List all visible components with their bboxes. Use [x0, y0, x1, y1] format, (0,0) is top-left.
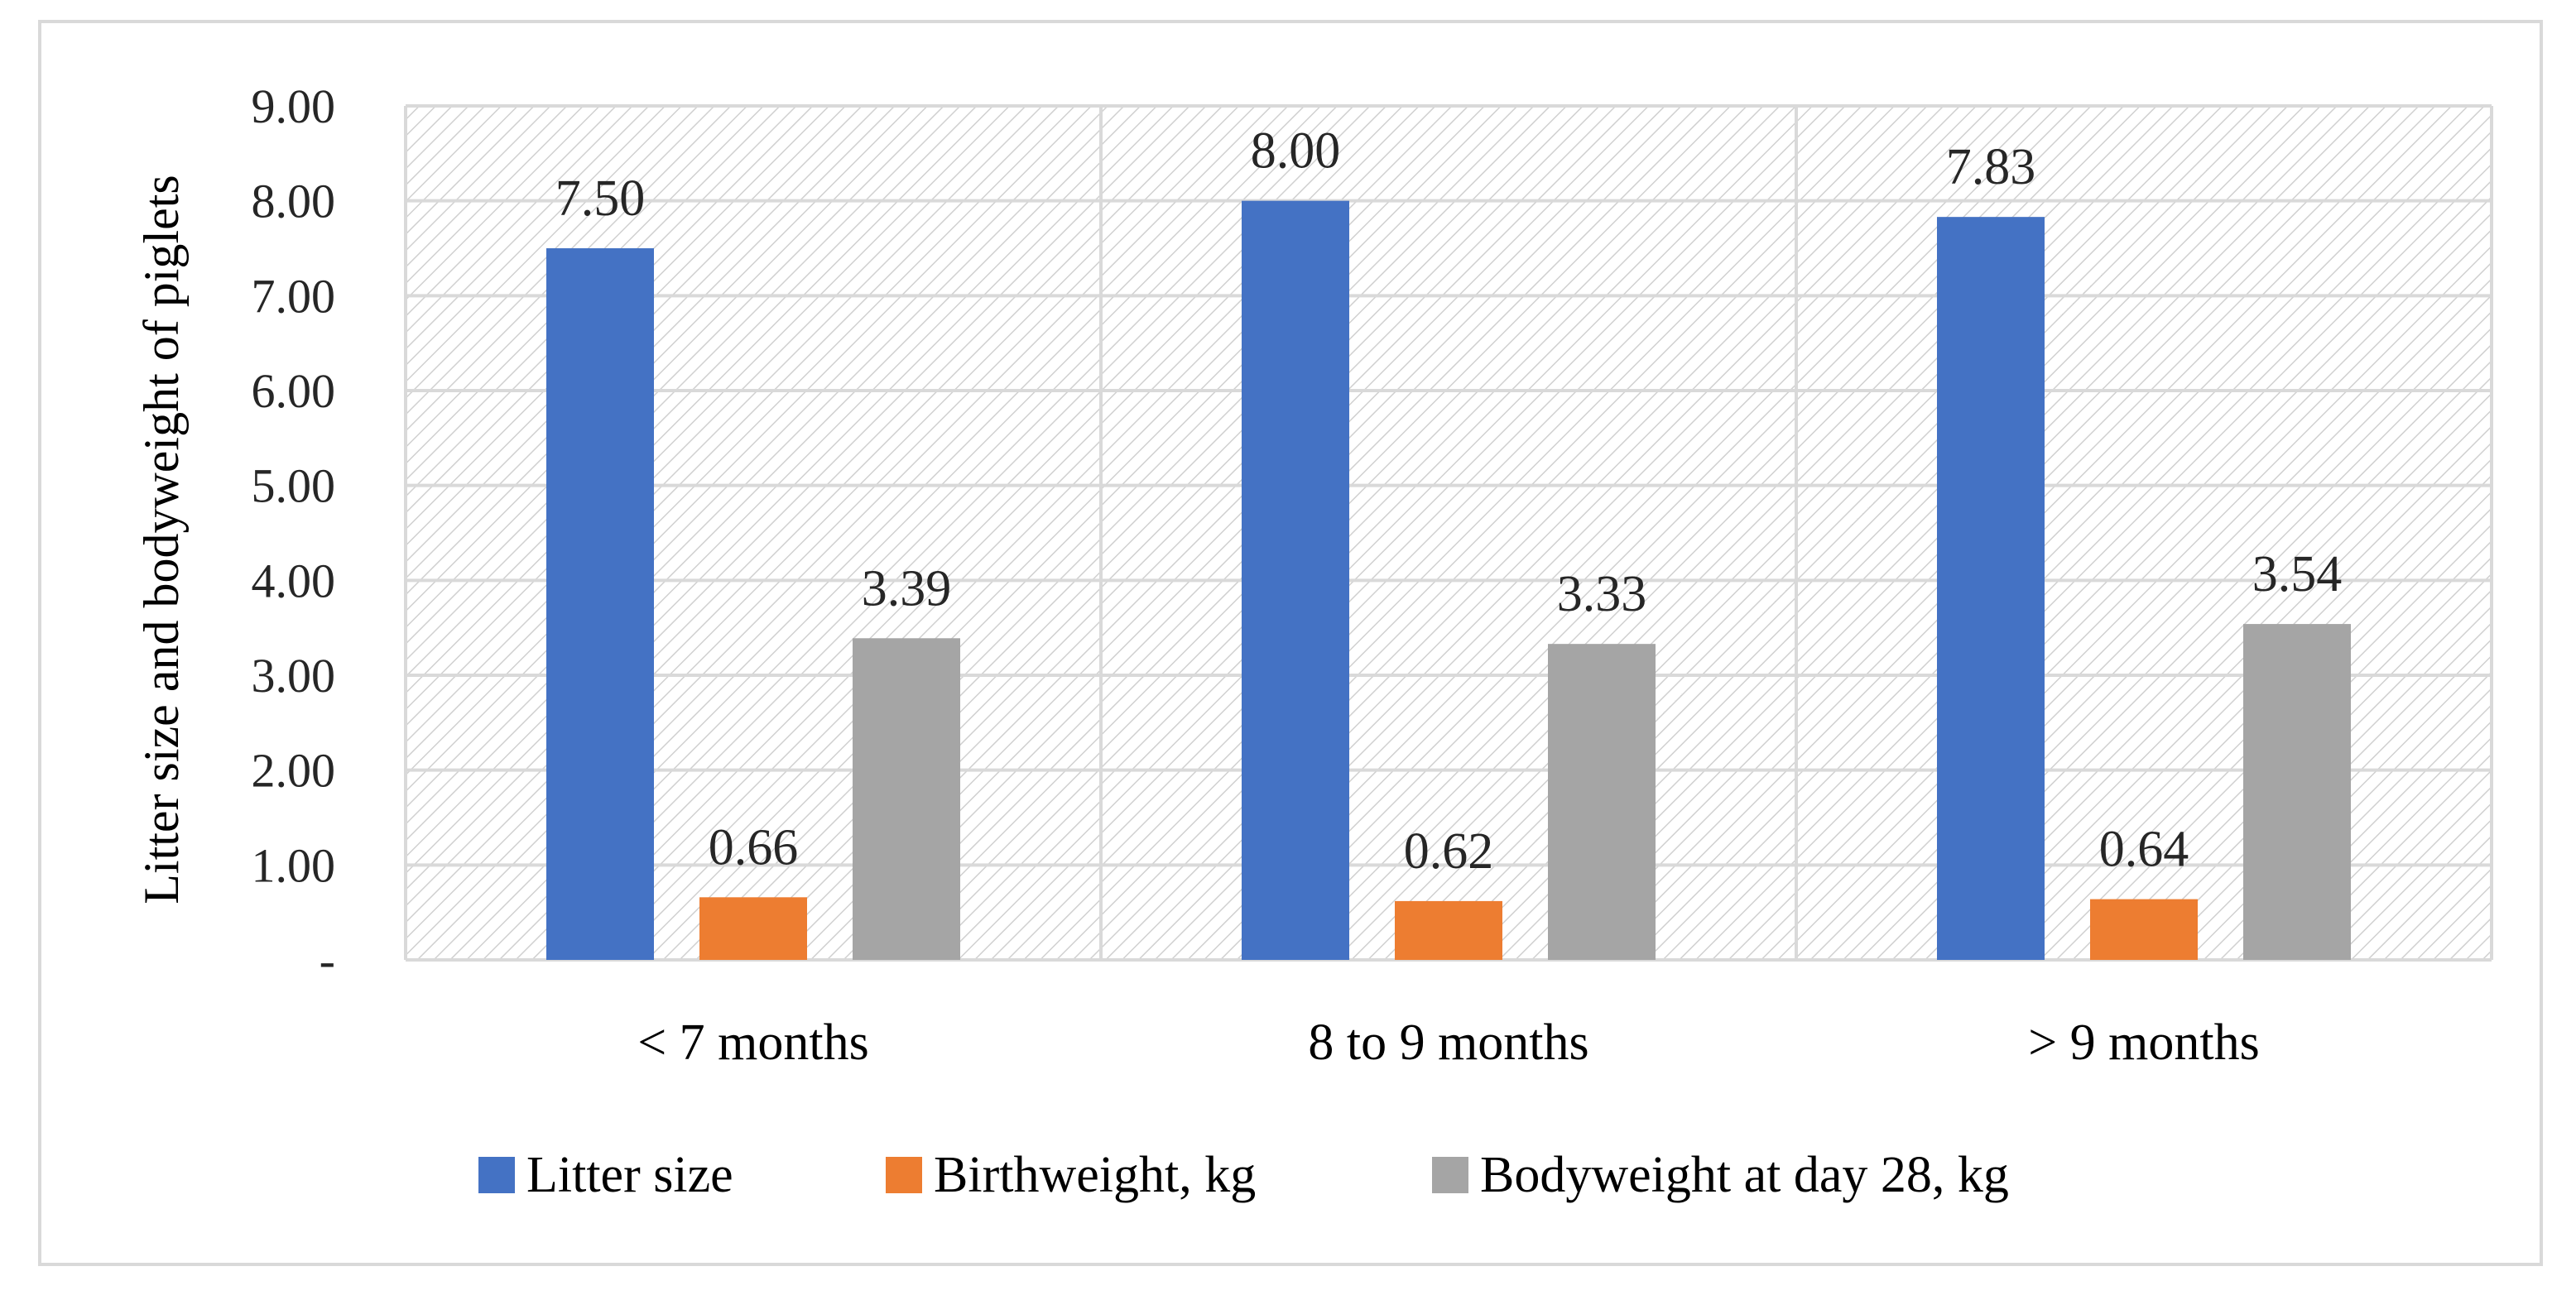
y-tick-label: 6.00 [252, 364, 336, 418]
bar [1548, 644, 1656, 960]
data-label: 0.62 [1404, 823, 1494, 880]
y-tick-label: 8.00 [252, 175, 336, 228]
bar [1395, 900, 1502, 960]
bar [1242, 200, 1349, 960]
data-labels: 7.50 0.66 3.39 8.00 0.62 3.33 7.83 0.64 3.54 [555, 123, 2343, 880]
y-tick-label: 7.00 [252, 269, 336, 323]
y-tick-label: 3.00 [252, 649, 336, 703]
legend-label: Litter size [526, 1147, 733, 1203]
x-category-label: 8 to 9 months [1308, 1015, 1588, 1071]
y-tick-label: - [320, 933, 335, 987]
data-label: 3.33 [1557, 566, 1647, 622]
bar [2090, 899, 2198, 960]
y-tick-label: 9.00 [252, 79, 336, 133]
bar [2243, 624, 2351, 960]
legend: Litter size Birthweight, kg Bodyweight at … [478, 1147, 2009, 1203]
y-tick-label: 1.00 [252, 838, 336, 892]
x-category-label: > 9 months [2028, 1015, 2260, 1071]
gridlines [404, 104, 2493, 962]
x-axis-categories: < 7 months 8 to 9 months > 9 months [637, 1015, 2260, 1071]
data-label: 7.83 [1946, 139, 2036, 195]
y-axis-title: Litter size and bodyweight of piglets [134, 175, 189, 904]
data-label: 3.39 [862, 560, 952, 616]
legend-swatch [886, 1157, 922, 1193]
bar [853, 638, 960, 960]
bar [1937, 217, 2045, 960]
bars [546, 200, 2351, 960]
data-label: 3.54 [2252, 546, 2343, 602]
plot-area [406, 106, 2492, 960]
data-label: 0.66 [709, 819, 799, 875]
legend-label: Bodyweight at day 28, kg [1480, 1147, 2009, 1203]
y-tick-label: 2.00 [252, 744, 336, 798]
data-label: 8.00 [1251, 123, 1341, 180]
legend-swatch [1432, 1157, 1468, 1193]
legend-label: Birthweight, kg [934, 1147, 1256, 1203]
legend-swatch [478, 1157, 515, 1193]
data-label: 7.50 [555, 170, 646, 227]
data-label: 0.64 [2099, 822, 2189, 878]
x-category-label: < 7 months [637, 1015, 869, 1071]
y-tick-label: 4.00 [252, 554, 336, 607]
bar [699, 897, 807, 960]
y-axis-ticks: - 1.00 2.00 3.00 4.00 5.00 6.00 7.00 8.00 9.00 [252, 79, 336, 987]
bar [546, 248, 654, 960]
y-tick-label: 5.00 [252, 459, 336, 513]
